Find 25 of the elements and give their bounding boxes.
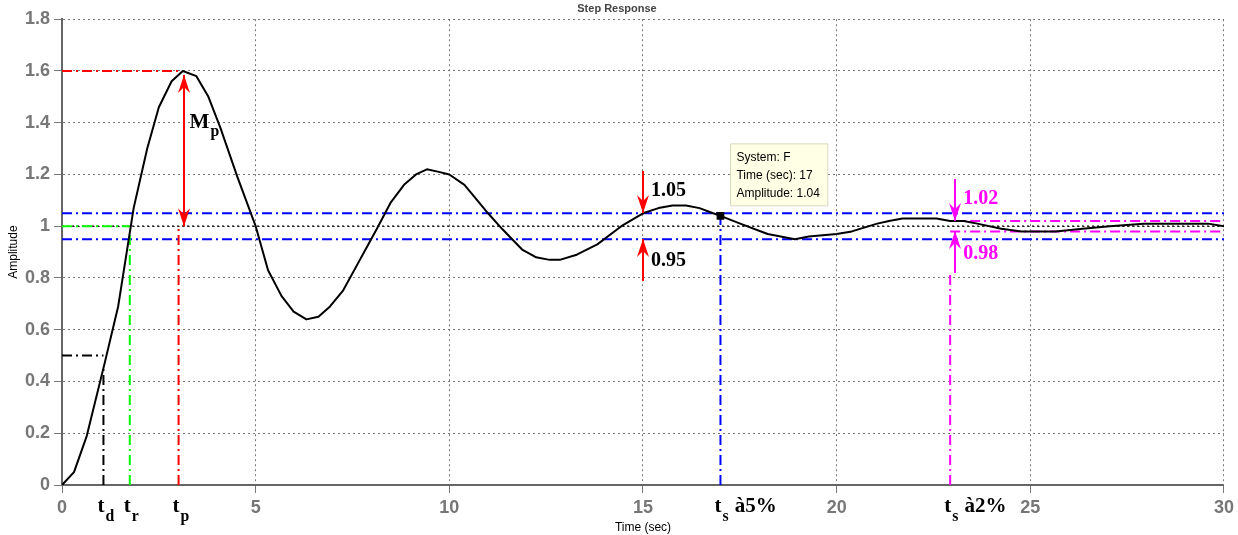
y-tick-label: 1.8 (24, 8, 50, 29)
annotation: 1.02 (963, 186, 999, 209)
y-tick-label: 0.2 (24, 422, 50, 443)
x-tick-label: 15 (632, 496, 654, 517)
y-tick-label: 1.2 (24, 163, 50, 184)
y-tick-label: 0.4 (24, 370, 50, 391)
x-tick-label: 10 (439, 496, 460, 517)
chart-title: Step Response (577, 1, 657, 14)
annotation: 1.05 (650, 178, 686, 201)
annotation: System: F Time (sec): 17 Amplitude: 1.04 (736, 150, 821, 201)
x-tick-label: 0 (56, 496, 68, 517)
annotation: 0.98 (963, 240, 999, 263)
x-tick-label: 5 (250, 496, 261, 517)
x-tick-label: 20 (826, 496, 847, 517)
y-tick-label: 1.4 (24, 111, 50, 132)
y-tick-label: 0 (39, 473, 50, 494)
y-tick-label: 1 (39, 215, 50, 236)
y-tick-label: 0.6 (24, 318, 50, 339)
y-tick-label: 0.8 (24, 266, 50, 287)
y-axis-title: Amplitude (5, 225, 20, 279)
annotation: 0.95 (650, 248, 686, 271)
x-tick-label: 25 (1020, 496, 1041, 517)
x-axis-title: Time (sec) (614, 520, 672, 535)
x-tick-label: 30 (1213, 496, 1234, 517)
y-tick-label: 1.6 (24, 59, 50, 80)
